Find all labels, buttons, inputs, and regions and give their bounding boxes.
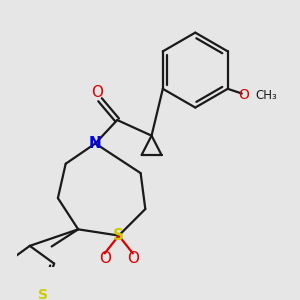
Text: N: N xyxy=(89,136,102,151)
Text: O: O xyxy=(99,251,111,266)
Text: O: O xyxy=(91,85,103,100)
Text: O: O xyxy=(127,251,139,266)
Text: S: S xyxy=(113,228,124,243)
Text: O: O xyxy=(238,88,249,102)
Text: S: S xyxy=(38,288,48,300)
Text: CH₃: CH₃ xyxy=(255,88,277,102)
